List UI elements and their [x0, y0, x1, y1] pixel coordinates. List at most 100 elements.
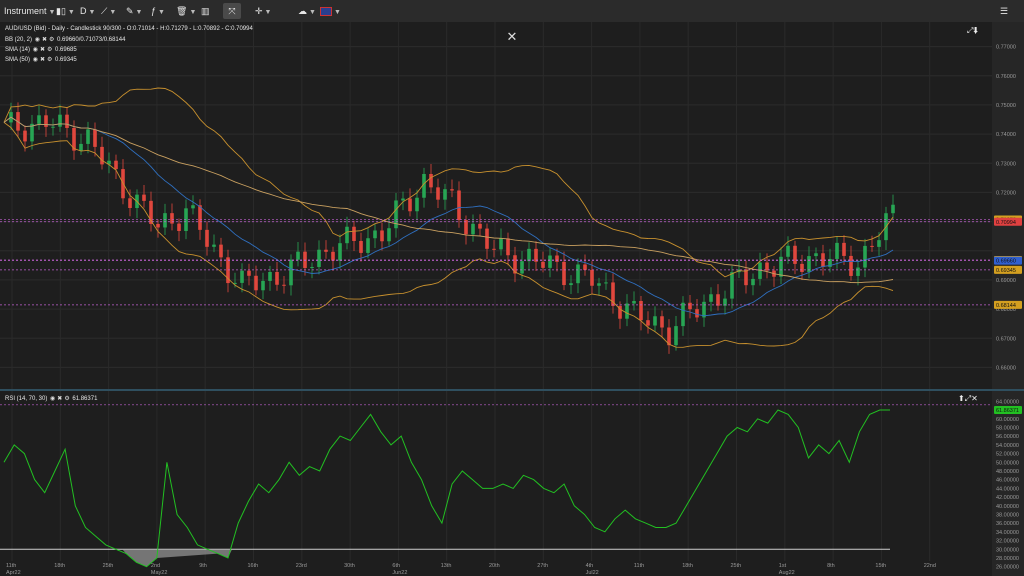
rsi-tick-label: 50.00000 — [996, 460, 1019, 466]
close-icon[interactable]: ✕ — [971, 394, 978, 403]
legend-bb[interactable]: BB (20, 2) ◉ ✖ ⚙ 0.69660/0.71073/0.68144 — [5, 36, 125, 43]
instrument-title: AUD/USD (Bid) - Daily - Candlestick — [5, 26, 102, 32]
candle-down — [254, 275, 258, 291]
price-marker-tag — [994, 265, 1022, 274]
close-icon[interactable]: ✖ — [39, 47, 45, 53]
candle-down — [660, 316, 664, 328]
expand-panel-icon[interactable]: ⤢⬇ — [967, 26, 979, 35]
eye-icon[interactable]: ◉ — [32, 57, 38, 63]
date-tick-label: 27th — [537, 563, 548, 569]
crosshair-menu[interactable]: ✛ ▼ — [255, 3, 271, 19]
ohlc-readout: 90/300 - O:0.71014 - H:0.71279 - L:0.708… — [103, 26, 253, 32]
candle-down — [205, 229, 209, 247]
indicators-menu[interactable]: ƒ ▼ — [151, 3, 165, 19]
language-menu[interactable]: ▼ — [320, 3, 341, 19]
expand-icon[interactable]: ⤢ — [964, 394, 972, 403]
eye-icon[interactable]: ◉ — [34, 37, 40, 43]
date-tick-label: Aug22 — [779, 570, 795, 576]
rsi-tick-label: 60.00000 — [996, 417, 1019, 423]
candle-down — [352, 226, 356, 241]
price-tick-label: 0.73000 — [996, 161, 1016, 167]
rsi-tick-label: 32.00000 — [996, 539, 1019, 545]
rsi-panel-controls[interactable]: ⬆⤢✕ — [958, 394, 978, 404]
close-icon[interactable]: ✕ — [506, 29, 518, 44]
chevron-down-icon: ▼ — [309, 9, 316, 16]
legend-sma50[interactable]: SMA (50) ◉ ✖ ⚙ 0.69345 — [5, 56, 77, 63]
date-tick-label: 30th — [344, 563, 355, 569]
pencil-tools-menu[interactable]: ✎ ▼ — [126, 3, 142, 19]
eye-icon[interactable]: ◉ — [50, 396, 56, 402]
candle-down — [485, 228, 489, 249]
rsi-tick-label: 54.00000 — [996, 443, 1019, 449]
candle-down — [408, 198, 412, 212]
candle-up — [191, 205, 195, 209]
candle-up — [58, 114, 62, 127]
price-tick-label: 0.66000 — [996, 365, 1016, 371]
gear-icon[interactable]: ⚙ — [46, 57, 53, 63]
layout-button[interactable]: ▥ — [201, 3, 210, 19]
drawing-tools-menu[interactable]: ⟋ ▼ — [101, 3, 116, 19]
rsi-tick-label: 52.00000 — [996, 452, 1019, 458]
candle-up — [891, 204, 895, 214]
timeframe-menu[interactable]: D ▼ — [80, 3, 95, 19]
candle-up — [681, 302, 685, 327]
instrument-label: Instrument — [4, 6, 47, 16]
candle-down — [541, 261, 545, 268]
candle-up — [527, 248, 531, 262]
price-tick-label: 0.69000 — [996, 278, 1016, 284]
theme-menu[interactable]: ☁ ▼ — [298, 3, 316, 19]
rsi-chart[interactable]: 64.0000062.0000060.0000058.0000056.00000… — [0, 391, 1024, 576]
date-tick-label: 9th — [199, 563, 207, 569]
candle-up — [758, 262, 762, 279]
close-icon[interactable]: ✖ — [57, 396, 63, 402]
candle-down — [464, 220, 468, 235]
candle-up — [107, 160, 111, 165]
candle-down — [380, 230, 384, 242]
candle-down — [156, 223, 160, 228]
function-icon: ƒ — [151, 6, 157, 16]
candle-down — [534, 248, 538, 262]
date-tick-label: 18th — [682, 563, 693, 569]
legend-rsi[interactable]: RSI (14, 70, 30) ◉ ✖ ⚙ 61.86371 — [5, 395, 97, 402]
rsi-tick-label: 58.00000 — [996, 425, 1019, 431]
gear-icon[interactable]: ⚙ — [64, 396, 70, 402]
chevron-down-icon: ▼ — [48, 9, 56, 16]
candle-up — [548, 255, 552, 268]
date-tick-label: 16th — [248, 563, 259, 569]
bollinger-lower-band — [3, 122, 894, 348]
price-tick-label: 0.67000 — [996, 336, 1016, 342]
candle-up — [723, 298, 727, 306]
panel-divider[interactable] — [0, 389, 1024, 391]
eye-icon[interactable]: ◉ — [32, 47, 38, 53]
candle-up — [212, 244, 216, 247]
candle-up — [786, 245, 790, 257]
candle-up — [401, 198, 405, 201]
candle-up — [709, 294, 713, 302]
candle-up — [863, 245, 867, 268]
main-price-chart[interactable]: 0.77000 0.76000 0.75000 0.74000 0.73000 0.720… — [0, 22, 1024, 390]
rsi-tick-label: 30.00000 — [996, 547, 1019, 553]
sma50-label: SMA (50) — [5, 57, 31, 63]
close-icon[interactable]: ✖ — [39, 57, 45, 63]
arrow-up-icon[interactable]: ⬆ — [958, 394, 965, 403]
rsi-label: RSI (14, 70, 30) — [5, 396, 48, 402]
chart-type-menu[interactable]: ▮▯ ▼ — [56, 3, 75, 19]
gear-icon[interactable]: ⚙ — [48, 37, 55, 43]
delete-menu[interactable]: 🗑 ▼ — [176, 3, 196, 19]
candle-up — [814, 253, 818, 257]
date-tick-label: 25th — [731, 563, 742, 569]
close-icon[interactable]: ✖ — [41, 37, 47, 43]
legend-sma14[interactable]: SMA (14) ◉ ✖ ⚙ 0.69685 — [5, 46, 77, 53]
hamburger-menu-button[interactable]: ☰ — [1000, 3, 1008, 19]
candle-up — [443, 189, 447, 200]
date-tick-label: 23rd — [296, 563, 307, 569]
gear-icon[interactable]: ⚙ — [46, 47, 53, 53]
instrument-menu[interactable]: Instrument ▼ — [4, 3, 55, 19]
date-tick-label: May22 — [151, 570, 168, 576]
candle-up — [499, 238, 503, 250]
fit-icon: ⤧ — [228, 6, 236, 16]
fit-chart-button[interactable]: ⤧ — [223, 3, 241, 19]
candle-down — [618, 305, 622, 319]
trash-icon: 🗑 — [176, 6, 188, 16]
rsi-tick-label: 26.00000 — [996, 565, 1019, 571]
